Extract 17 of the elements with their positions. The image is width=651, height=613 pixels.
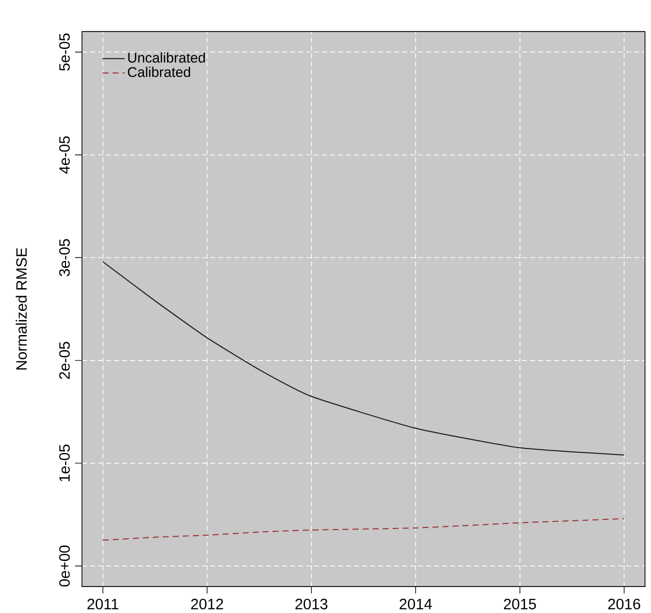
y-tick-label: 2e-05 — [59, 342, 70, 379]
x-tick-label: 2016 — [608, 598, 640, 610]
y-tick-label: 0e+00 — [59, 546, 70, 586]
line-series — [102, 261, 625, 456]
y-tick-label: 5e-05 — [59, 34, 70, 71]
y-tick-label: 4e-05 — [59, 136, 70, 174]
legend-label: Uncalibrated — [128, 52, 205, 63]
legend-label: Calibrated — [128, 66, 190, 78]
x-tick-label: 2011 — [87, 598, 118, 610]
x-tick-label: 2014 — [400, 598, 432, 610]
x-tick-label: 2015 — [504, 598, 536, 610]
x-tick-label: 2012 — [191, 598, 224, 610]
y-tick-label: 3e-05 — [59, 239, 70, 276]
line-series — [102, 518, 625, 541]
x-tick-label: 2013 — [295, 598, 328, 610]
y-axis-title: Normalized RMSE — [16, 248, 27, 370]
y-tick-label: 1e-05 — [59, 444, 70, 482]
